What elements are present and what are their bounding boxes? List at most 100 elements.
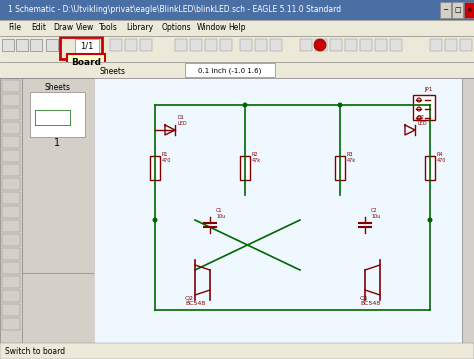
- Bar: [335, 156, 345, 180]
- Text: Window: Window: [197, 23, 227, 33]
- Bar: [175, 39, 187, 51]
- Bar: [2, 108, 20, 120]
- Text: R4
470: R4 470: [437, 152, 447, 163]
- Bar: [2, 248, 20, 260]
- Bar: [140, 39, 152, 51]
- Text: D2
LED: D2 LED: [418, 115, 428, 126]
- Bar: [0, 343, 474, 359]
- Text: JP1: JP1: [424, 87, 432, 92]
- Bar: [2, 94, 20, 106]
- Bar: [2, 318, 20, 330]
- Text: R2
47k: R2 47k: [252, 152, 261, 163]
- Text: ─: ─: [443, 7, 447, 13]
- Bar: [0, 36, 474, 62]
- Bar: [2, 192, 20, 204]
- Text: 1 Schematic - D:\Utvikling\privat\eagle\BlinkLED\blinkLED.sch - EAGLE 5.11.0 Sta: 1 Schematic - D:\Utvikling\privat\eagle\…: [8, 5, 341, 14]
- Circle shape: [417, 98, 421, 102]
- Bar: [460, 39, 472, 51]
- Bar: [185, 63, 275, 77]
- Bar: [2, 164, 20, 176]
- Bar: [94, 353, 474, 359]
- Bar: [16, 39, 28, 51]
- Text: Switch to board: Switch to board: [5, 346, 65, 355]
- Bar: [30, 92, 85, 137]
- Bar: [46, 39, 58, 51]
- Bar: [430, 39, 442, 51]
- Text: Board: Board: [71, 58, 101, 67]
- Bar: [0, 0, 474, 20]
- Bar: [2, 122, 20, 134]
- Circle shape: [428, 218, 432, 223]
- Bar: [2, 276, 20, 288]
- Bar: [125, 39, 137, 51]
- Text: 0.1 inch (-1.0 1.6): 0.1 inch (-1.0 1.6): [198, 67, 262, 74]
- Bar: [150, 156, 160, 180]
- Bar: [425, 156, 435, 180]
- Text: C2
10u: C2 10u: [371, 208, 380, 219]
- Text: Sheets: Sheets: [45, 83, 71, 92]
- Bar: [190, 39, 202, 51]
- Bar: [22, 78, 94, 273]
- Bar: [2, 220, 20, 232]
- Bar: [0, 343, 94, 359]
- Bar: [60, 37, 102, 59]
- Bar: [300, 39, 312, 51]
- Text: R1
470: R1 470: [162, 152, 172, 163]
- Bar: [240, 156, 250, 180]
- Bar: [440, 2, 451, 18]
- Text: 1/1: 1/1: [80, 42, 94, 51]
- Text: Library: Library: [126, 23, 153, 33]
- Bar: [255, 39, 267, 51]
- Text: Sheets: Sheets: [100, 66, 126, 75]
- Text: 1: 1: [54, 138, 60, 148]
- Bar: [0, 62, 474, 78]
- Bar: [205, 39, 217, 51]
- Bar: [2, 290, 20, 302]
- FancyBboxPatch shape: [67, 54, 105, 70]
- Circle shape: [417, 116, 421, 120]
- Bar: [75, 39, 99, 53]
- Circle shape: [314, 39, 326, 51]
- Bar: [110, 39, 122, 51]
- Text: Draw: Draw: [54, 23, 74, 33]
- Bar: [94, 343, 462, 353]
- Bar: [360, 39, 372, 51]
- Bar: [452, 2, 463, 18]
- Text: R3
47k: R3 47k: [347, 152, 356, 163]
- Text: Help: Help: [228, 23, 246, 33]
- Text: File: File: [8, 23, 21, 33]
- Circle shape: [417, 107, 421, 111]
- Text: Tools: Tools: [99, 23, 118, 33]
- Bar: [390, 39, 402, 51]
- Circle shape: [243, 103, 247, 107]
- Bar: [345, 39, 357, 51]
- Text: ✕: ✕: [466, 7, 473, 13]
- Bar: [2, 206, 20, 218]
- Bar: [240, 39, 252, 51]
- Bar: [445, 39, 457, 51]
- Bar: [30, 39, 42, 51]
- Bar: [464, 2, 474, 18]
- Bar: [2, 80, 20, 92]
- Bar: [2, 262, 20, 274]
- Bar: [270, 39, 282, 51]
- Circle shape: [337, 103, 343, 107]
- Bar: [2, 150, 20, 162]
- Text: D1
LED: D1 LED: [178, 115, 188, 126]
- Bar: [2, 39, 14, 51]
- Text: □: □: [454, 7, 461, 13]
- Bar: [94, 78, 462, 343]
- Text: Q2
BC548: Q2 BC548: [185, 295, 205, 306]
- Bar: [0, 20, 474, 36]
- Bar: [220, 39, 232, 51]
- Bar: [375, 39, 387, 51]
- Bar: [2, 304, 20, 316]
- Text: C1
10u: C1 10u: [216, 208, 225, 219]
- Bar: [0, 78, 22, 343]
- Circle shape: [153, 218, 157, 223]
- Bar: [2, 136, 20, 148]
- Text: Q1
BC548: Q1 BC548: [360, 295, 380, 306]
- Bar: [240, 344, 320, 352]
- Bar: [315, 39, 327, 51]
- Bar: [2, 234, 20, 246]
